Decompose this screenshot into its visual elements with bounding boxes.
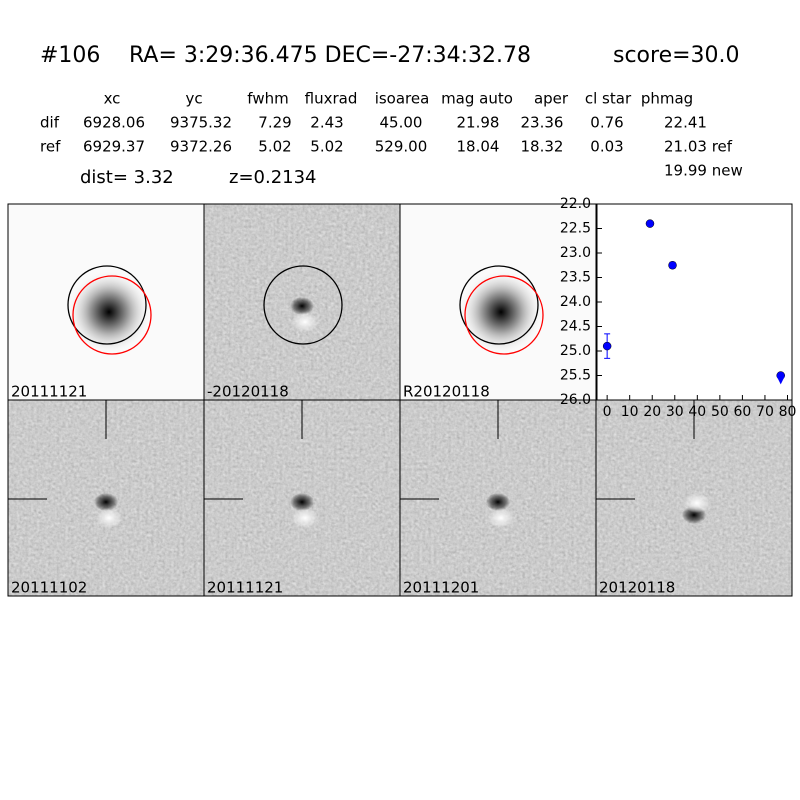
table-cell: 0.76 xyxy=(590,114,623,132)
y-tick-label: 25.0 xyxy=(560,343,591,359)
image-stamp: R20120118 xyxy=(399,203,597,401)
point xyxy=(602,341,612,351)
score: score=30.0 xyxy=(613,43,740,68)
aperture xyxy=(263,265,343,345)
aperture xyxy=(67,265,147,345)
table-cell: 529.00 xyxy=(375,138,428,156)
y-tick-label: 22.5 xyxy=(560,221,591,237)
x-tick-label: 40 xyxy=(688,404,706,420)
image-stamp: 20111102 xyxy=(7,399,205,597)
y-tick-label: 24.0 xyxy=(560,294,591,310)
table-cell: 23.36 xyxy=(521,114,564,132)
stamp-label: -20120118 xyxy=(207,383,289,401)
stamp-label: 20120118 xyxy=(599,579,675,597)
distance: dist= 3.32 xyxy=(80,167,174,188)
dipole-neg xyxy=(290,297,314,315)
new-mag: 19.99 new xyxy=(664,162,743,180)
dipole-pos xyxy=(96,508,122,528)
x-tick-label: 80 xyxy=(779,404,797,420)
aperture xyxy=(459,265,539,345)
image-stamp: 20111201 xyxy=(399,399,597,597)
object-id: #106 xyxy=(40,43,100,68)
redshift: z=0.2134 xyxy=(229,167,317,188)
y-tick-label: 22.0 xyxy=(560,196,591,212)
aperture-ref xyxy=(72,275,152,355)
dipole-pos xyxy=(684,493,710,513)
y-tick-label: 23.0 xyxy=(560,245,591,261)
image-stamp: 20111121 xyxy=(7,203,205,401)
image-stamp: 20111121 xyxy=(203,399,401,597)
stamp-label: R20120118 xyxy=(403,383,490,401)
coordinates: RA= 3:29:36.475 DEC=-27:34:32.78 xyxy=(129,43,531,68)
table-cell: 22.41 xyxy=(664,114,707,132)
x-tick-label: 30 xyxy=(666,404,684,420)
table-cell: 6928.06 xyxy=(83,114,145,132)
x-tick-label: 60 xyxy=(733,404,751,420)
column-header: fluxrad xyxy=(305,90,358,108)
image-stamp: -20120118 xyxy=(203,203,401,401)
column-header: phmag xyxy=(641,90,693,108)
y-tick-label: 26.0 xyxy=(560,392,591,408)
aperture-ref xyxy=(464,275,544,355)
source xyxy=(67,270,151,354)
y-tick-label: 25.5 xyxy=(560,368,591,384)
point xyxy=(668,261,677,270)
table-cell: 18.04 xyxy=(457,138,500,156)
table-cell: 0.03 xyxy=(590,138,623,156)
stamp-label: 20111121 xyxy=(11,383,87,401)
y-tick-label: 23.5 xyxy=(560,270,591,286)
table-cell: 9375.32 xyxy=(170,114,232,132)
column-header: xc xyxy=(104,90,121,108)
dipole-neg xyxy=(94,493,118,511)
x-tick-label: 50 xyxy=(711,404,729,420)
dipole-pos xyxy=(488,508,514,528)
dipole-neg xyxy=(486,493,510,511)
source xyxy=(459,270,543,354)
column-header: aper xyxy=(534,90,569,108)
image-stamp: 20120118 xyxy=(595,399,793,597)
row-label: ref xyxy=(40,138,61,156)
point xyxy=(645,219,655,228)
plot-area xyxy=(596,203,793,401)
table-cell: 45.00 xyxy=(380,114,423,132)
row-label: dif xyxy=(40,114,60,132)
table-cell: 21.98 xyxy=(457,114,500,132)
x-tick-label: 70 xyxy=(756,404,774,420)
column-header: cl star xyxy=(585,90,632,108)
table-cell: 18.32 xyxy=(521,138,564,156)
x-tick-label: 20 xyxy=(643,404,661,420)
dipole-pos xyxy=(292,508,318,528)
table-cell: 5.02 xyxy=(310,138,343,156)
table-cell: 2.43 xyxy=(310,114,343,132)
column-header: isoarea xyxy=(375,90,430,108)
table-cell: 9372.26 xyxy=(170,138,232,156)
x-tick-label: 0 xyxy=(603,404,612,420)
column-header: yc xyxy=(185,90,202,108)
stamp-label: 20111121 xyxy=(207,579,283,597)
dipole-pos xyxy=(292,312,318,332)
column-header: mag auto xyxy=(441,90,513,108)
table-cell: 21.03 ref xyxy=(664,138,733,156)
dipole-neg xyxy=(290,493,314,511)
stamp-label: 20111102 xyxy=(11,579,87,597)
y-tick-label: 24.5 xyxy=(560,319,591,335)
table-cell: 7.29 xyxy=(258,114,291,132)
x-tick-label: 10 xyxy=(621,404,639,420)
stamp-label: 20111201 xyxy=(403,579,479,597)
table-cell: 5.02 xyxy=(258,138,291,156)
column-header: fwhm xyxy=(247,90,288,108)
upper-limit xyxy=(776,376,785,385)
table-cell: 6929.37 xyxy=(83,138,145,156)
